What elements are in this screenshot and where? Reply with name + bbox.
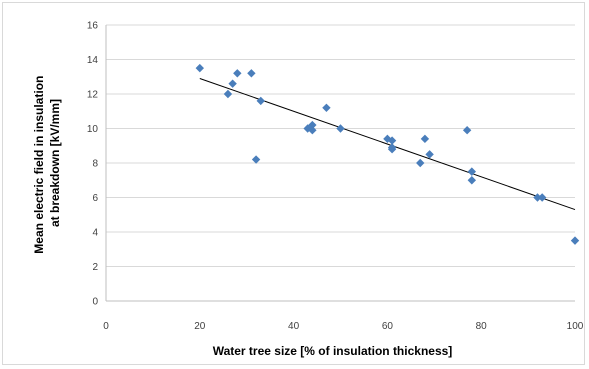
y-tick-label-12: 12 xyxy=(87,90,99,101)
x-tick-label-60: 60 xyxy=(382,321,394,332)
y-tick-label-2: 2 xyxy=(92,262,98,273)
x-tick-labels: 0 20 40 60 80 100 xyxy=(103,321,584,332)
y-tick-label-14: 14 xyxy=(87,55,99,66)
data-point-11 xyxy=(336,124,345,133)
y-tick-label-16: 16 xyxy=(87,21,99,32)
y-tick-label-0: 0 xyxy=(92,297,98,308)
x-tick-label-80: 80 xyxy=(476,321,488,332)
trendline xyxy=(199,78,576,211)
y-tick-label-10: 10 xyxy=(87,124,99,135)
data-point-5 xyxy=(251,155,261,164)
x-tick-label-40: 40 xyxy=(288,321,300,332)
data-point-2 xyxy=(228,79,237,88)
data-point-22 xyxy=(533,193,542,202)
x-tick-label-0: 0 xyxy=(103,321,109,332)
chart-figure: 0 2 4 6 8 10 12 14 16 0 20 40 60 80 100 Water tree si… xyxy=(2,2,585,365)
scatter-chart: 0 2 4 6 8 10 12 14 16 0 20 40 60 80 100 Water tree si… xyxy=(32,21,584,359)
data-point-10 xyxy=(322,103,331,112)
data-point-8 xyxy=(308,120,317,130)
data-point-17 xyxy=(420,134,430,144)
data-points xyxy=(195,63,580,245)
data-point-19 xyxy=(462,126,472,135)
y-tick-labels: 0 2 4 6 8 10 12 14 16 xyxy=(87,21,99,308)
data-point-15 xyxy=(387,145,397,154)
x-tick-label-100: 100 xyxy=(567,321,584,332)
gridlines xyxy=(106,24,575,267)
data-point-0 xyxy=(195,63,204,73)
data-point-20 xyxy=(467,167,477,176)
trendline-line xyxy=(199,78,576,211)
data-point-23 xyxy=(537,193,547,202)
y-tick-label-6: 6 xyxy=(92,193,98,204)
y-tick-label-4: 4 xyxy=(92,228,98,239)
axes xyxy=(105,25,575,302)
x-tick-label-20: 20 xyxy=(194,321,206,332)
data-point-16 xyxy=(416,158,425,168)
data-point-9 xyxy=(308,126,317,135)
data-point-4 xyxy=(247,69,256,78)
y-axis-title-line-1: Mean electric field in insulation xyxy=(32,76,46,254)
y-axis-title: Mean electric field in insulation at bre… xyxy=(32,72,62,253)
y-tick-label-8: 8 xyxy=(92,159,98,170)
data-point-18 xyxy=(425,150,434,159)
data-point-24 xyxy=(570,236,580,245)
y-axis-title-line-2: at breakdown [kV/mm] xyxy=(48,99,62,227)
data-point-6 xyxy=(256,96,265,106)
x-axis-title: Water tree size [% of insulation thickne… xyxy=(213,344,453,358)
data-point-3 xyxy=(233,69,242,78)
data-point-13 xyxy=(387,136,397,145)
data-point-1 xyxy=(223,89,233,99)
data-point-21 xyxy=(467,176,477,185)
